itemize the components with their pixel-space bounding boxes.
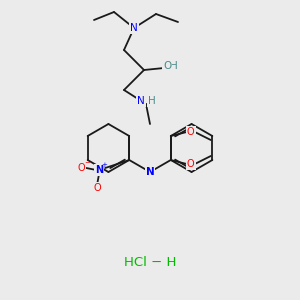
- Text: +: +: [101, 162, 107, 168]
- Text: H: H: [148, 96, 156, 106]
- Text: N: N: [130, 23, 138, 33]
- Text: O: O: [187, 159, 195, 169]
- Text: O: O: [77, 163, 85, 173]
- Text: HCl − H: HCl − H: [124, 256, 176, 268]
- Text: O: O: [163, 61, 171, 71]
- Text: O: O: [187, 127, 195, 137]
- Text: O: O: [93, 183, 101, 193]
- Text: N: N: [95, 165, 103, 175]
- Text: N: N: [137, 96, 145, 106]
- Text: N: N: [146, 167, 154, 177]
- Text: −: −: [84, 160, 90, 166]
- Text: H: H: [170, 61, 178, 71]
